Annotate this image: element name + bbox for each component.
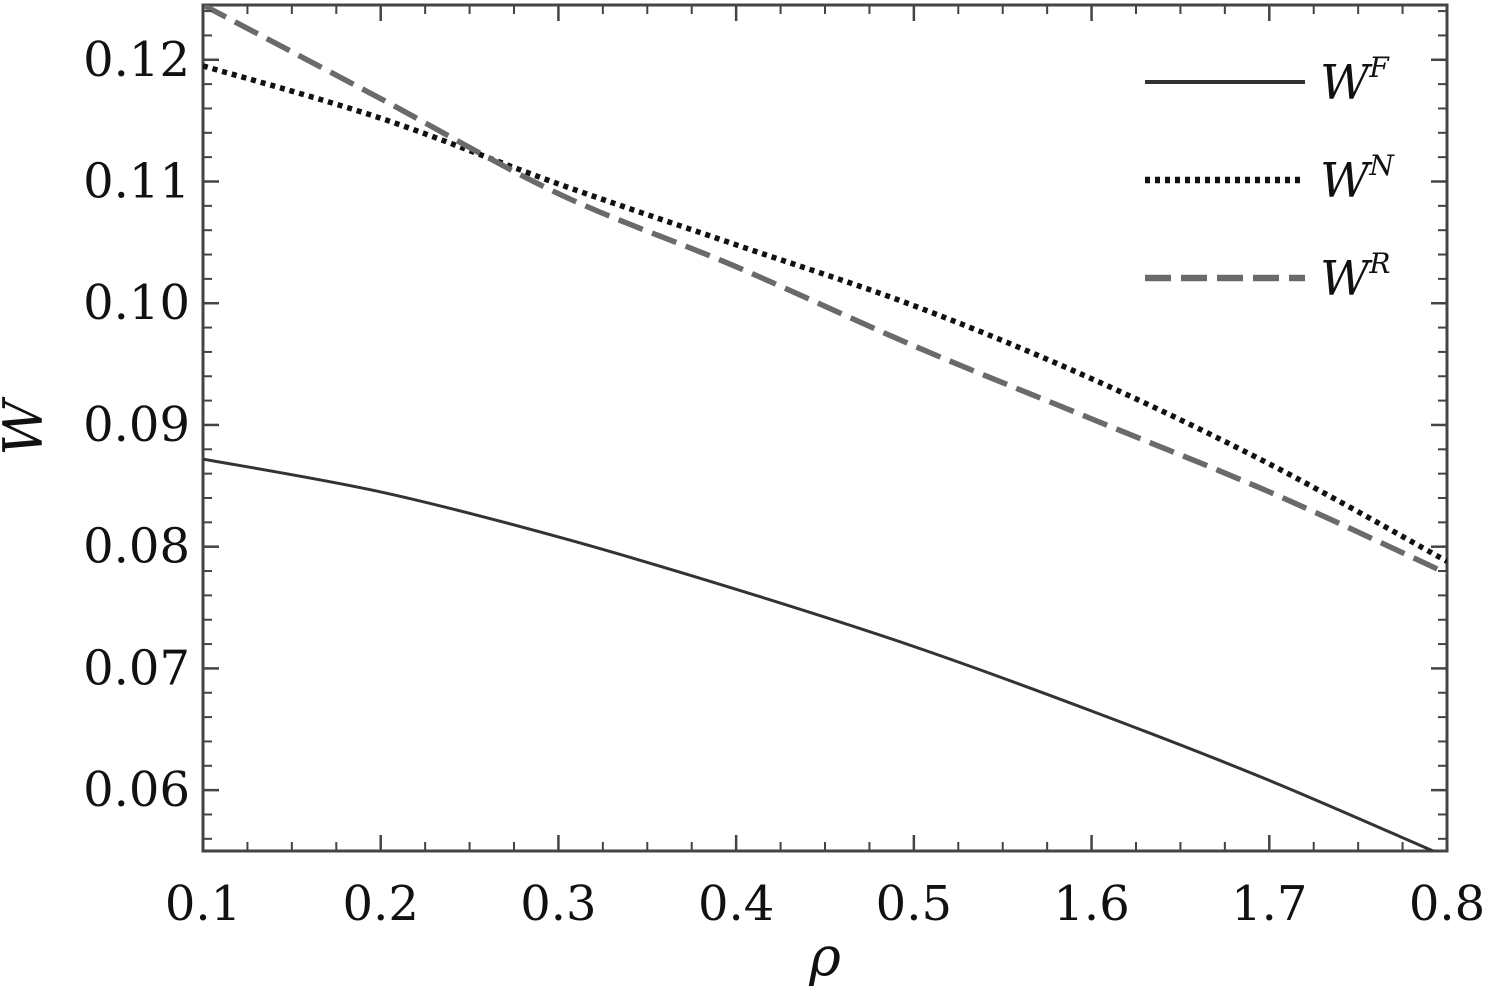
x-tick-label: 0.2 — [343, 876, 419, 932]
x-tick-label: 0.4 — [698, 876, 774, 932]
y-tick-label: 0.10 — [83, 275, 190, 331]
series-group — [203, 5, 1447, 851]
y-tick-label: 0.11 — [83, 154, 190, 210]
x-tick-label: 0.8 — [1409, 876, 1485, 932]
x-axis-title: ρ — [808, 925, 841, 986]
series-line-wn — [203, 63, 1447, 564]
series-line-wf — [203, 457, 1437, 851]
plot-area — [201, 3, 1449, 853]
y-tick-label: 0.08 — [83, 519, 190, 575]
y-tick-label: 0.07 — [83, 640, 190, 696]
axis-labels: 0.1 0.2 0.3 0.4 0.5 1.6 1.7 0.8 0.06 0.07 0.08 0.09… — [0, 32, 1485, 986]
plot-frame — [201, 3, 1449, 853]
x-tick-label: 0.1 — [165, 876, 241, 932]
y-tick-label: 0.06 — [83, 762, 190, 818]
y-tick-label: 0.09 — [83, 397, 190, 453]
y-axis-title: W — [0, 396, 55, 456]
y-tick-label: 0.12 — [83, 32, 190, 88]
x-tick-label: 0.3 — [520, 876, 596, 932]
x-tick-label: 1.6 — [1053, 876, 1129, 932]
x-tick-label: 1.7 — [1231, 876, 1307, 932]
tick-layer — [201, 5, 1449, 851]
x-tick-label: 0.5 — [876, 876, 952, 932]
series-layer — [203, 5, 1447, 851]
